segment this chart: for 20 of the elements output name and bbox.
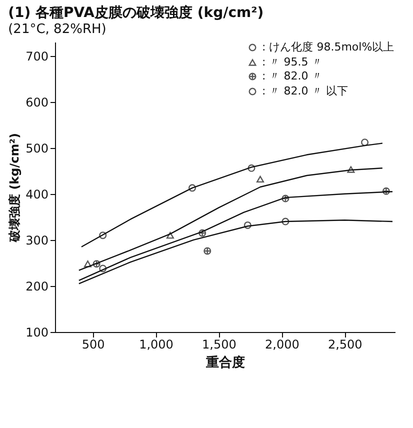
y-axis-title: 破壊強度 (kg/cm²) [8, 133, 22, 243]
x-tick-label: 2,000 [264, 338, 300, 352]
x-tick-label: 1,000 [139, 338, 174, 352]
x-axis-title: 重合度 [205, 354, 245, 370]
legend-label: : けん化度 98.5mol%以上 [262, 40, 394, 54]
y-tick-label: 200 [26, 279, 48, 294]
legend-label: : 〃 82.0 〃 [262, 70, 323, 82]
x-tick-label: 500 [82, 338, 105, 352]
y-tick-label: 500 [26, 141, 48, 156]
chart-title: (1) 各種PVA皮膜の破壊強度 (kg/cm²) [8, 4, 264, 21]
x-tick-label: 2,500 [328, 338, 362, 352]
chart-subtitle: (21°C, 82%RH) [8, 22, 106, 37]
y-tick-label: 100 [26, 326, 48, 340]
y-tick-label: 400 [26, 187, 48, 202]
x-tick-label: 1,500 [202, 338, 236, 352]
y-tick-label: 300 [26, 233, 48, 248]
y-tick-label: 700 [26, 49, 48, 64]
y-tick-label: 600 [26, 95, 48, 110]
legend-label: : 〃 82.0 〃 以下 [262, 84, 348, 98]
legend-label: : 〃 95.5 〃 [262, 56, 323, 68]
